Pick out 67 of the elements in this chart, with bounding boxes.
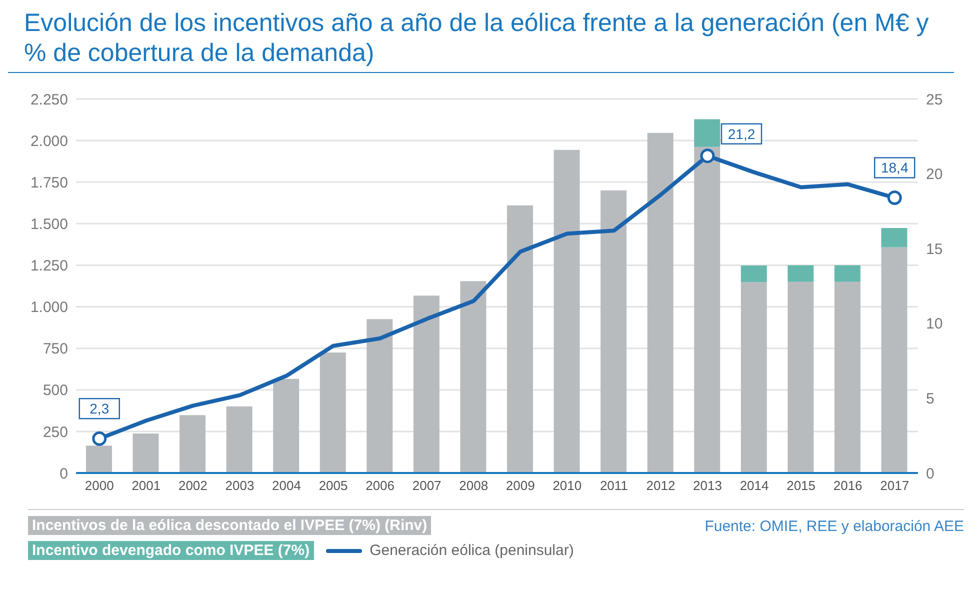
y2-tick-label: 20: [926, 166, 943, 184]
x-tick-label: 2007: [412, 478, 442, 494]
x-tick-label: 2008: [459, 478, 488, 494]
y-tick-label: 1.500: [30, 216, 68, 233]
bar: [273, 378, 300, 473]
x-tick-label: 2009: [506, 478, 535, 494]
x-tick-label: 2003: [225, 478, 254, 494]
y-tick-label: 1.000: [30, 299, 68, 316]
x-tick-label: 2002: [178, 478, 208, 494]
y-tick-label: 1.750: [30, 174, 68, 192]
chart-title: Evolución de los incentivos año a año de la eólica frente a la generación (en M€ y % de cobertura de la demanda): [8, 8, 954, 73]
y-tick-label: 250: [42, 424, 68, 441]
bar: [834, 282, 860, 473]
bar: [86, 446, 112, 473]
bar: [647, 132, 674, 473]
data-label: 2,3: [90, 400, 110, 417]
bar: [788, 265, 814, 282]
source-note: Fuente: OMIE, REE y elaboración AEE: [704, 518, 964, 535]
point: [887, 190, 902, 205]
text: Incentivo devengado como IVPEE (7%): [28, 541, 314, 560]
point: [700, 148, 715, 164]
bar: [881, 247, 908, 473]
x-tick-label: 2000: [84, 478, 114, 494]
bar: [694, 146, 720, 473]
bar: [881, 228, 908, 248]
y-tick-label: 2.000: [30, 132, 68, 150]
bar: [226, 406, 252, 473]
y2-tick-label: 5: [926, 390, 934, 408]
bar: [600, 190, 627, 473]
x-tick-label: 2004: [272, 478, 301, 494]
bar: [413, 296, 440, 473]
x-tick-label: 2013: [693, 478, 722, 494]
bar: [834, 265, 860, 282]
bar: [460, 281, 486, 473]
x-tick-label: 2011: [600, 478, 628, 494]
y2-tick-label: 0: [926, 465, 934, 482]
bar: [554, 150, 580, 473]
y-tick-label: 2.250: [30, 91, 68, 108]
x-tick-label: 2016: [833, 478, 862, 494]
bar: [180, 415, 206, 473]
bar: [507, 205, 533, 473]
bar: [320, 352, 346, 473]
y2-tick-label: 15: [926, 240, 943, 258]
x-tick-label: 2006: [366, 478, 395, 494]
point: [92, 431, 107, 446]
y2-tick-label: 10: [926, 316, 943, 333]
x-tick-label: 2005: [318, 478, 348, 494]
y2-tick-label: 25: [926, 91, 943, 108]
x-tick-label: 2015: [786, 478, 816, 494]
bar: [788, 282, 814, 473]
x-tick-label: 2010: [552, 478, 582, 494]
y-tick-label: 1.250: [30, 258, 68, 275]
y-tick-label: 500: [42, 382, 68, 400]
x-tick-label: 2014: [740, 478, 769, 494]
bar: [740, 282, 767, 473]
x-tick-label: 2012: [646, 478, 676, 494]
data-label: 21,2: [728, 126, 756, 142]
x-tick-label: 2001: [132, 478, 161, 494]
data-label: 18,4: [880, 160, 908, 176]
y-tick-label: 0: [60, 465, 68, 482]
bar: [740, 266, 767, 282]
text: Incentivos de la eólica descontado el IVPEE (7%) (Rinv): [28, 516, 432, 535]
legend-label: Generación eólica (peninsular): [370, 542, 574, 559]
bar: [366, 319, 393, 473]
x-tick-label: 2017: [880, 478, 910, 494]
bar: [132, 433, 159, 473]
y-tick-label: 750: [42, 340, 68, 358]
